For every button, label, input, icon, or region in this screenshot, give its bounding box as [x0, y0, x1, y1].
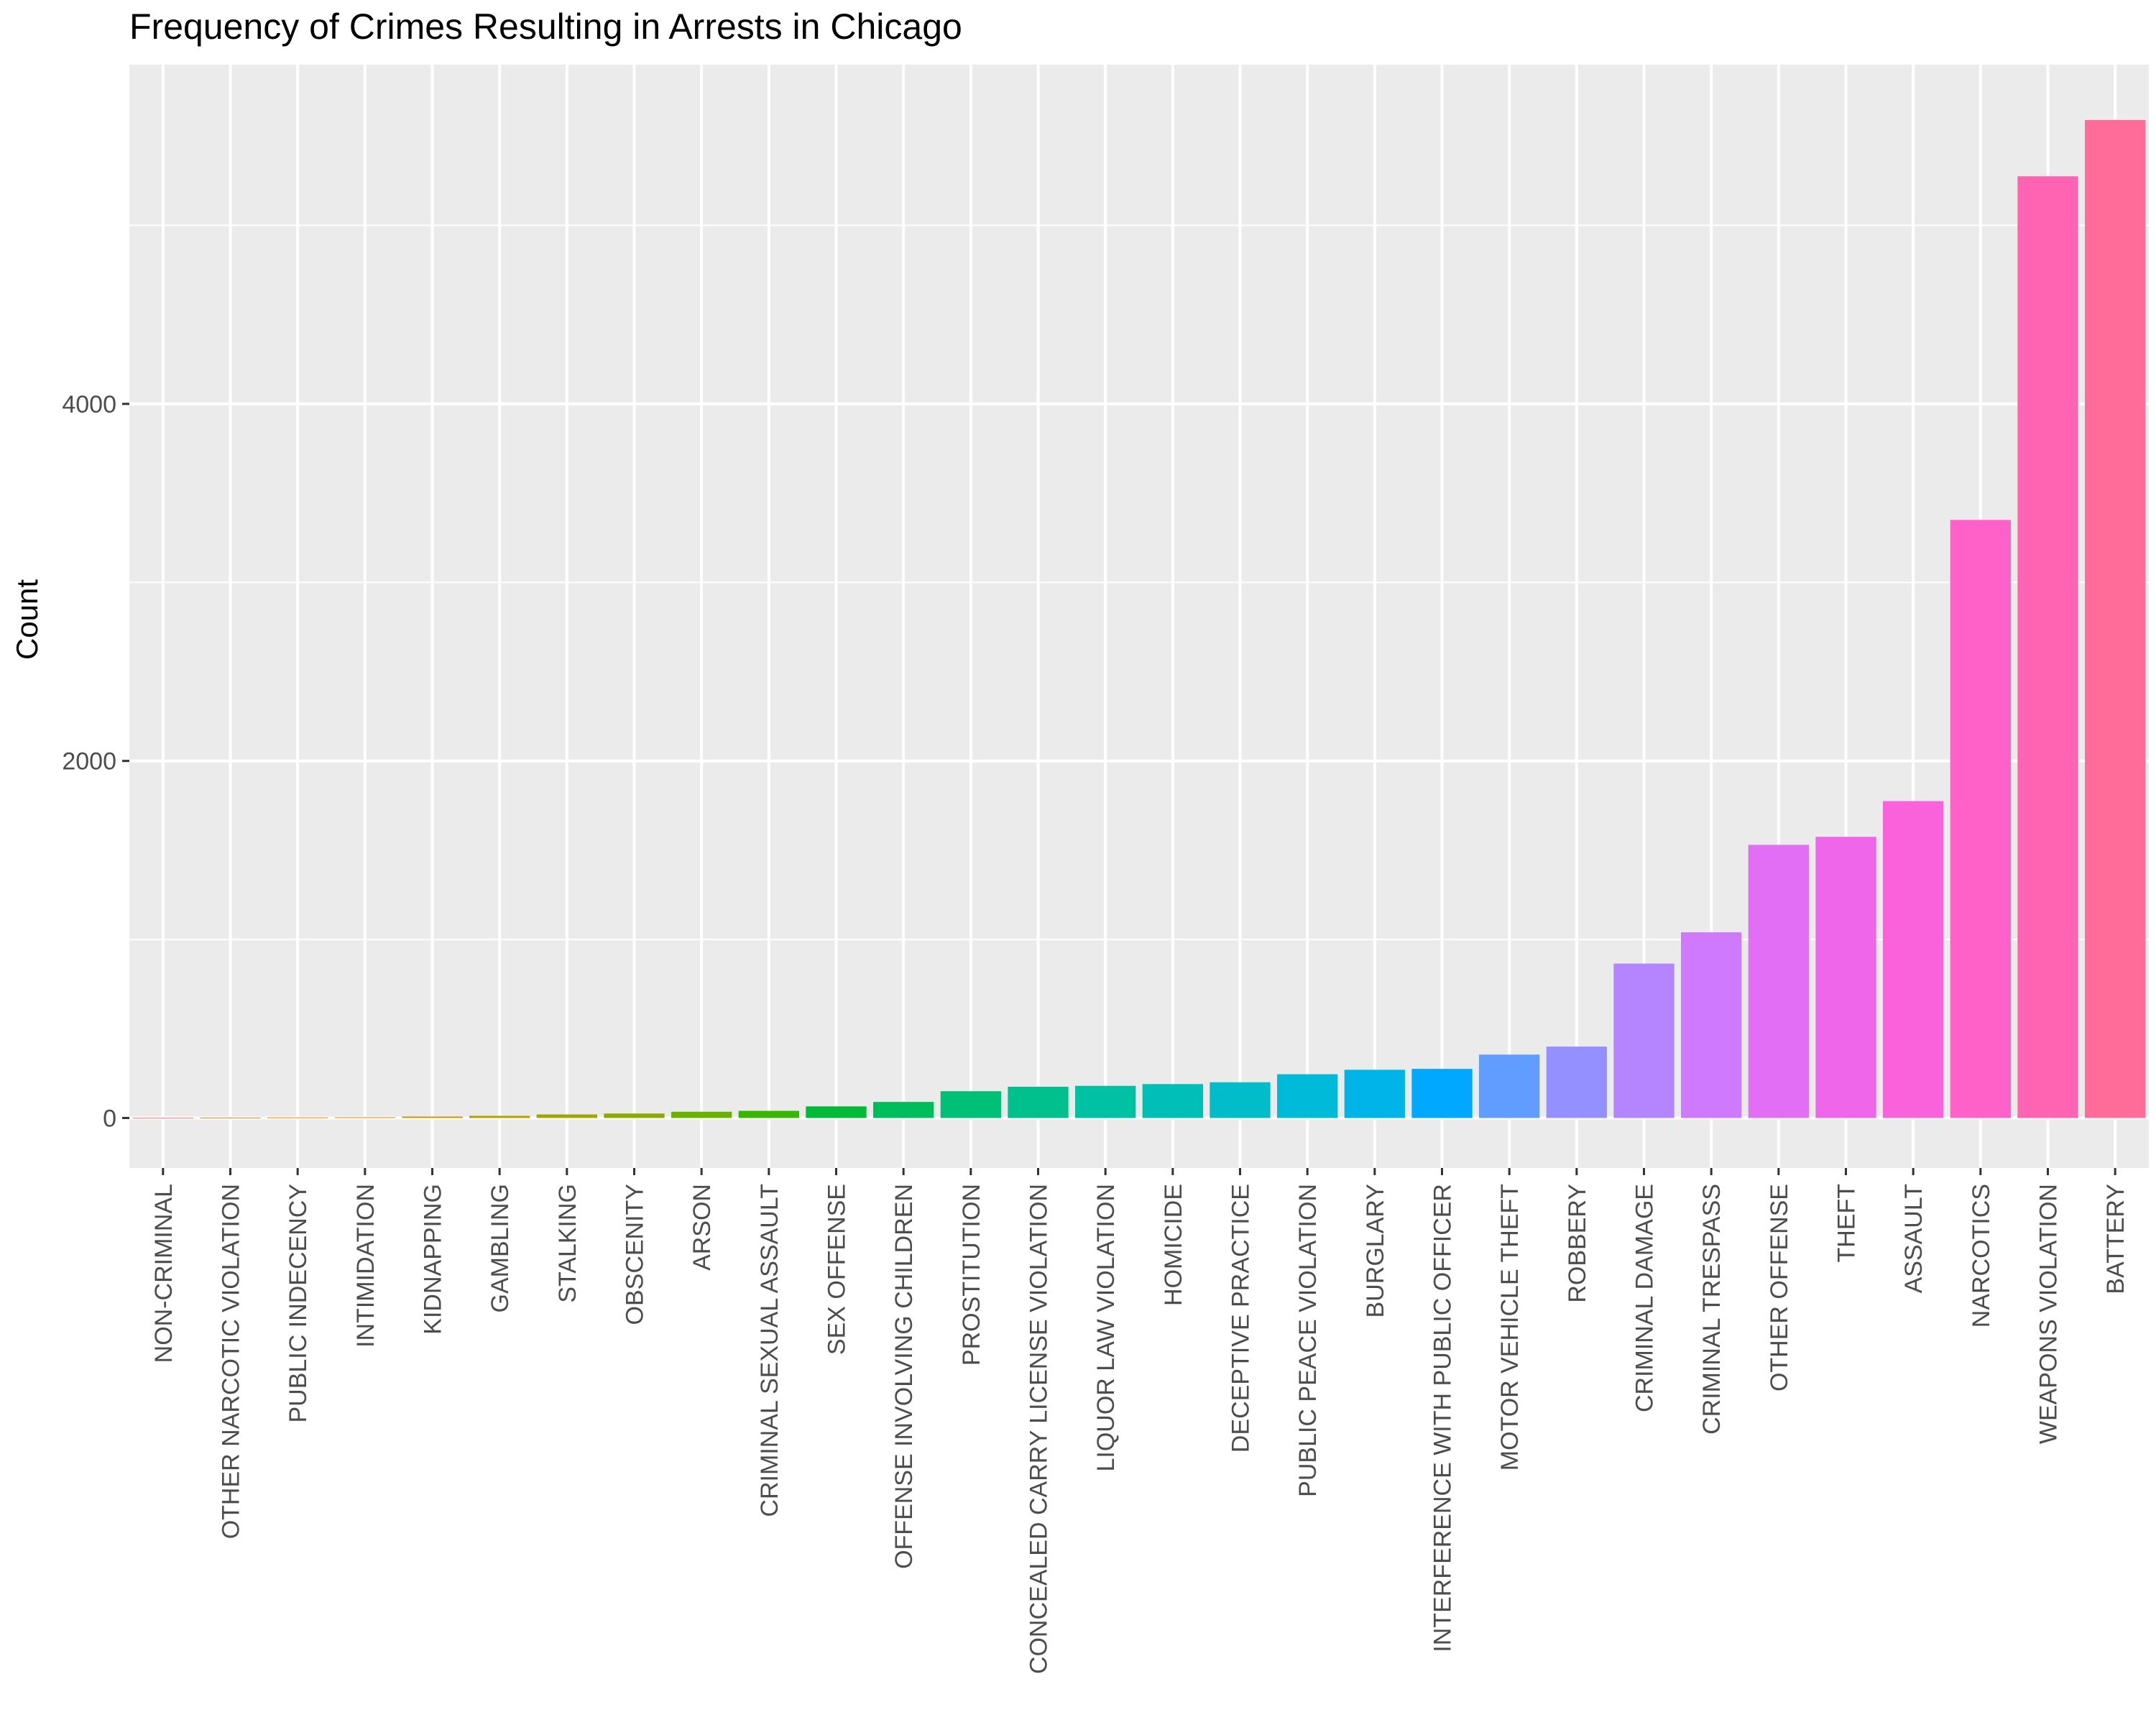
- bar: [604, 1113, 665, 1118]
- bar: [1142, 1084, 1203, 1118]
- x-tick-label: PROSTITUTION: [958, 1184, 985, 1366]
- x-tick-label: CONCEALED CARRY LICENSE VIOLATION: [1026, 1184, 1053, 1674]
- x-tick-label: CRIMINAL SEXUAL ASSAULT: [756, 1184, 783, 1517]
- x-tick-label: THEFT: [1833, 1184, 1861, 1263]
- bar: [2017, 176, 2078, 1118]
- bar: [738, 1110, 799, 1118]
- bar: [1277, 1074, 1338, 1118]
- bar: [1411, 1069, 1473, 1118]
- bar: [2085, 119, 2146, 1118]
- chart-title: Frequency of Crimes Resulting in Arrests…: [129, 6, 962, 47]
- y-axis-title: Count: [10, 579, 44, 660]
- bar: [402, 1116, 463, 1118]
- x-tick-label: NARCOTICS: [1968, 1184, 1995, 1328]
- bar: [1681, 932, 1742, 1118]
- bar: [671, 1111, 732, 1118]
- bar: [1883, 801, 1944, 1118]
- bar: [1950, 520, 2011, 1118]
- x-tick-label: CRIMINAL DAMAGE: [1631, 1184, 1659, 1412]
- x-tick-label: STALKING: [554, 1184, 581, 1303]
- y-axis-ticks: 0 2000 4000: [62, 391, 129, 1132]
- x-tick-label: MOTOR VEHICLE THEFT: [1496, 1184, 1524, 1471]
- x-tick-label: OTHER NARCOTIC VIOLATION: [218, 1184, 245, 1539]
- bar: [1748, 845, 1809, 1118]
- y-tick-label: 2000: [62, 748, 116, 776]
- bar: [1344, 1070, 1405, 1118]
- bar: [1210, 1082, 1271, 1118]
- x-tick-label: GAMBLING: [487, 1184, 514, 1312]
- x-tick-label: OFFENSE INVOLVING CHILDREN: [890, 1184, 918, 1569]
- x-tick-label: WEAPONS VIOLATION: [2035, 1184, 2063, 1444]
- x-tick-label: INTERFERENCE WITH PUBLIC OFFICER: [1429, 1184, 1457, 1652]
- plot-panel: [129, 65, 2149, 1168]
- bar: [1008, 1086, 1069, 1118]
- x-tick-label: PUBLIC INDECENCY: [285, 1184, 312, 1423]
- x-tick-label: LIQUOR LAW VIOLATION: [1092, 1184, 1120, 1472]
- bar: [1075, 1085, 1136, 1118]
- bar: [940, 1091, 1001, 1118]
- x-tick-label: ROBBERY: [1564, 1184, 1591, 1303]
- x-tick-label: ASSAULT: [1900, 1184, 1927, 1293]
- y-tick-label: 4000: [62, 391, 116, 418]
- bar: [469, 1116, 530, 1118]
- x-tick-label: OBSCENITY: [622, 1184, 649, 1325]
- bars: [132, 119, 2146, 1119]
- x-tick-label: PUBLIC PEACE VIOLATION: [1294, 1184, 1322, 1497]
- x-tick-label: INTIMIDATION: [352, 1184, 379, 1348]
- y-tick-label: 0: [103, 1105, 116, 1132]
- x-tick-label: DECEPTIVE PRACTICE: [1227, 1184, 1255, 1453]
- x-tick-label: KIDNAPPING: [420, 1184, 447, 1335]
- bar: [536, 1114, 597, 1118]
- bar: [1546, 1046, 1607, 1118]
- bar: [1815, 837, 1876, 1118]
- x-tick-label: BURGLARY: [1362, 1184, 1389, 1317]
- x-tick-label: OTHER OFFENSE: [1766, 1184, 1793, 1392]
- x-tick-label: CRIMINAL TRESPASS: [1698, 1184, 1726, 1435]
- x-axis-ticks: NON-CRIMINAL OTHER NARCOTIC VIOLATION PUBL…: [150, 1168, 2129, 1674]
- bar: [806, 1106, 867, 1118]
- bar: [873, 1102, 934, 1118]
- x-tick-label: SEX OFFENSE: [824, 1184, 851, 1355]
- x-tick-label: ARSON: [688, 1184, 716, 1271]
- x-tick-label: BATTERY: [2102, 1184, 2129, 1294]
- x-tick-label: HOMICIDE: [1160, 1184, 1187, 1306]
- x-tick-label: NON-CRIMINAL: [150, 1184, 178, 1363]
- bar: [1479, 1054, 1540, 1118]
- bar: [1613, 963, 1674, 1118]
- bar: [334, 1117, 395, 1118]
